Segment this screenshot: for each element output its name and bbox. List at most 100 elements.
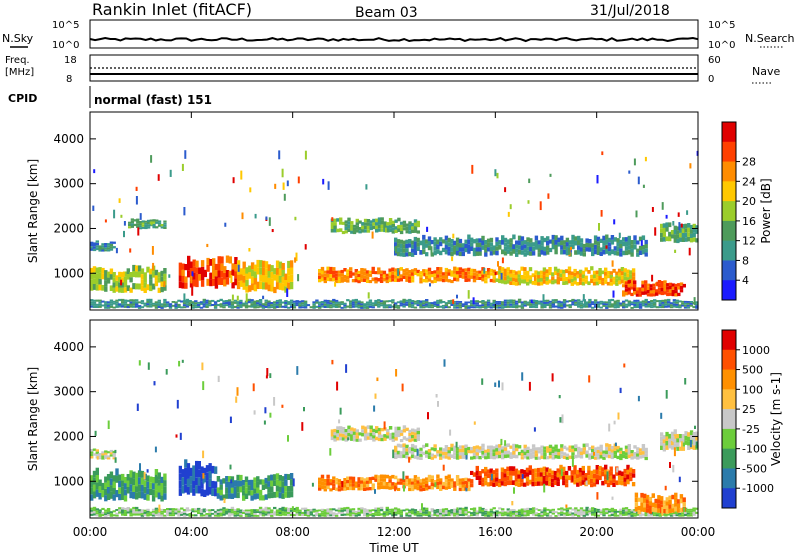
velocity-cell [101,512,105,515]
power-cell [90,279,94,285]
power-cell [453,277,457,282]
velocity-cell [602,450,606,454]
velocity-cell [202,514,206,517]
power-cell [90,303,94,306]
power-cell [350,227,354,231]
velocity-cell [416,456,420,460]
power-cell [537,302,541,305]
power-cell [213,303,218,305]
power-cell [577,305,581,308]
velocity-cell [475,512,479,515]
power-cell [631,272,636,277]
velocity-cell [181,477,185,486]
power-scatter-cell [628,170,631,174]
velocity-cell [665,497,669,502]
power-cell [540,250,544,255]
power-cell [582,243,586,249]
velocity-cell [470,508,474,511]
power-cell [337,305,342,308]
velocity-cell [396,481,401,485]
velocity-cell [550,483,555,488]
velocity-cell [374,511,378,514]
velocity-cell [627,444,631,448]
power-cell [669,306,674,309]
power-cell [537,274,541,279]
velocity-cell [182,511,187,513]
power-cell [444,267,449,272]
velocity-cell [318,515,322,517]
power-cell [377,299,381,302]
power-cell [154,306,159,309]
velocity-cell [123,507,128,510]
velocity-cell [333,428,337,433]
power-cell [135,283,139,290]
velocity-cell [441,481,446,486]
velocity-cell [320,474,325,479]
velocity-cell [422,484,426,488]
power-band [495,266,636,286]
velocity-cell [582,513,586,515]
power-cell [430,302,434,305]
velocity-cell [267,511,271,514]
power-band [90,264,167,293]
power-cell [379,276,384,280]
velocity-cell [495,444,499,449]
velocity-cell [537,467,541,473]
velocity-cell [261,495,266,501]
velocity-cell [154,507,159,510]
velocity-cell [596,510,601,513]
velocity-cell [579,451,584,455]
velocity-cell [464,506,468,509]
velocity-cell [90,481,94,488]
power-cell [619,252,623,257]
power-cell [622,293,626,297]
velocity-cell [189,476,193,485]
power-cell [365,270,370,274]
velocity-cell [115,514,119,517]
velocity-scatter-cell [546,471,549,476]
power-cell [212,279,216,286]
power-cell [570,278,574,283]
velocity-cell [560,513,564,516]
power-cell [571,298,575,302]
velocity-cell [168,510,173,513]
power-cell [275,301,280,304]
velocity-cell [439,456,443,460]
velocity-cell [630,513,634,515]
power-cell [188,300,192,302]
velocity-cell [394,452,398,456]
power-scatter-cell [472,297,475,305]
power-cell [425,305,429,308]
power-cell [660,284,664,288]
power-cell [430,271,434,275]
velocity-cell [436,478,440,482]
power-cell [118,287,122,293]
velocity-cell [278,492,282,499]
power-cell [498,278,502,284]
velocity-cell [284,491,288,498]
velocity-cell [149,476,153,483]
velocity-cell [363,430,368,434]
velocity-cell [578,472,583,477]
velocity-cell [368,487,373,491]
velocity-cell [687,432,691,437]
power-cell [112,300,116,303]
velocity-cell [98,513,102,515]
velocity-cell [517,511,522,514]
power-cell [506,275,510,280]
power-scatter-cell [452,233,455,239]
power-scatter-cell [674,249,677,253]
power-scatter-cell [135,186,138,191]
power-cell [598,276,602,280]
velocity-cell [419,488,423,492]
velocity-cell [610,449,615,453]
power-cell [515,300,519,303]
power-cell [399,248,403,253]
power-cell [684,223,688,229]
power-cell [92,299,97,302]
power-cell [672,301,677,304]
velocity-scatter-cell [202,450,205,459]
velocity-cell [354,484,358,488]
velocity-cell [511,466,516,471]
